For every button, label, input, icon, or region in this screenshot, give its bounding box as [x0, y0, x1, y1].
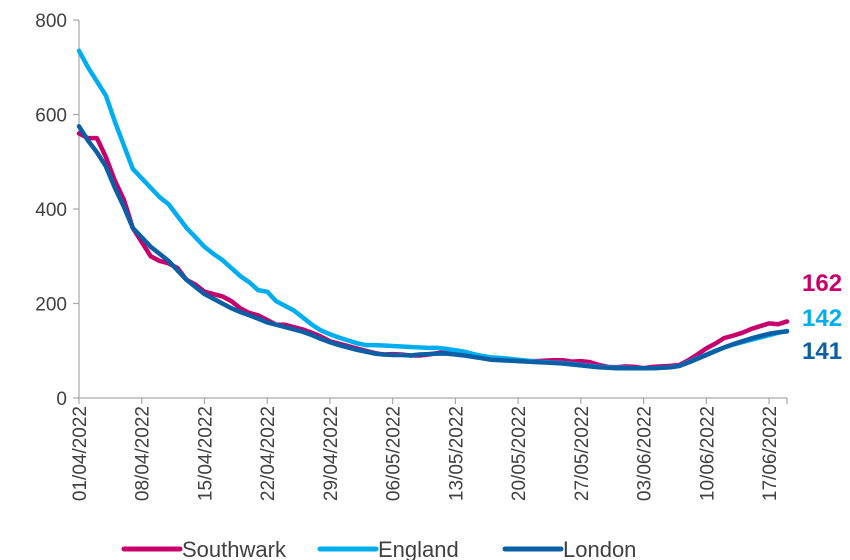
x-tick-label: 13/05/2022 — [446, 406, 467, 501]
end-label-england: 142 — [802, 305, 842, 332]
end-label-southwark: 162 — [802, 270, 842, 297]
x-tick-label: 01/04/2022 — [70, 406, 91, 501]
series-line-england — [76, 48, 790, 371]
x-tick-label: 10/06/2022 — [697, 406, 718, 501]
y-tick-label: 600 — [35, 106, 67, 127]
y-tick-label: 200 — [35, 295, 67, 316]
x-tick-label: 06/05/2022 — [384, 406, 405, 501]
series-line-london — [76, 124, 790, 371]
x-tick-label: 27/05/2022 — [572, 406, 593, 501]
x-tick-label: 29/04/2022 — [321, 406, 342, 501]
x-tick-label: 08/04/2022 — [133, 406, 154, 501]
x-tick-label: 03/06/2022 — [635, 406, 656, 501]
legend-label-england: England — [378, 537, 459, 560]
legend-label-southwark: Southwark — [182, 537, 287, 560]
x-tick-label: 22/04/2022 — [258, 406, 279, 501]
y-axis: 0 200 400 600 800 — [35, 11, 80, 410]
end-labels: 162 142 141 — [802, 270, 842, 365]
legend: Southwark England London — [121, 537, 636, 560]
x-tick-label: 15/04/2022 — [195, 406, 216, 501]
y-tick-label: 800 — [35, 11, 67, 32]
x-tick-label: 17/06/2022 — [760, 406, 781, 501]
y-tick-label: 0 — [56, 389, 67, 410]
x-tick-label: 20/05/2022 — [509, 406, 530, 501]
end-label-london: 141 — [802, 338, 842, 365]
legend-label-london: London — [563, 537, 636, 560]
y-tick-label: 400 — [35, 200, 67, 221]
series-lines — [76, 48, 790, 371]
series-line-southwark — [76, 131, 790, 371]
x-axis: 01/04/2022 08/04/2022 15/04/2022 22/04/2022… — [70, 397, 788, 501]
